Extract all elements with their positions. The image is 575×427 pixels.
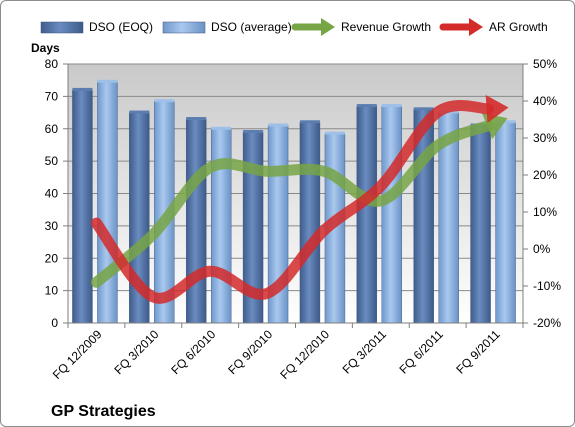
x-tick-label: FQ 3/2011 bbox=[340, 327, 390, 377]
legend-label: AR Growth bbox=[489, 20, 548, 34]
legend: DSO (EOQ) DSO (average) Revenue Growth AR G… bbox=[40, 18, 548, 36]
bar bbox=[495, 122, 516, 324]
growth-lines bbox=[90, 94, 509, 304]
bar bbox=[299, 122, 321, 324]
y2-tick-label: 50% bbox=[533, 57, 557, 71]
legend-label: DSO (average) bbox=[211, 20, 292, 34]
y-tick-label: 20 bbox=[45, 251, 59, 265]
series-line bbox=[90, 119, 495, 288]
y-tick-label: 50 bbox=[45, 154, 59, 168]
bar bbox=[72, 89, 93, 324]
y-tick-label: 60 bbox=[45, 122, 59, 136]
bars bbox=[72, 79, 516, 324]
bar-cap bbox=[413, 107, 434, 111]
bar-cap bbox=[243, 129, 264, 133]
y2-tick-label: 30% bbox=[533, 131, 557, 145]
y-tick-label: 30 bbox=[45, 219, 59, 233]
legend-swatch bbox=[162, 21, 206, 34]
bar-cap bbox=[72, 87, 93, 91]
bar-cap bbox=[324, 131, 345, 135]
bar-cap bbox=[268, 123, 289, 127]
x-tick-label: FQ 6/2010 bbox=[168, 327, 218, 377]
y2-tick-label: -20% bbox=[533, 316, 561, 330]
bar-cap bbox=[299, 120, 320, 124]
y-tick-label: 80 bbox=[45, 57, 59, 71]
y2-tick-label: -10% bbox=[533, 279, 561, 293]
x-tick-label: FQ 12/2009 bbox=[50, 327, 105, 382]
y2-tick-label: 0% bbox=[533, 242, 551, 256]
legend-label: DSO (EOQ) bbox=[89, 20, 153, 34]
x-axis-ticks: FQ 12/2009 FQ 3/2010 FQ 6/2010 FQ 9/2010 FQ … bbox=[50, 327, 503, 382]
bar bbox=[381, 105, 403, 324]
legend-swatch-arrow bbox=[321, 18, 335, 36]
y-axis-title: Days bbox=[31, 41, 60, 55]
bar bbox=[356, 105, 378, 324]
y2-axis-ticks: -20% -10% 0% 10% 20% 30% 40% 50% bbox=[523, 57, 561, 330]
chart-title: GP Strategies bbox=[51, 403, 156, 420]
bar-cap bbox=[186, 117, 207, 121]
bar-cap bbox=[495, 120, 516, 124]
legend-swatch-arrow bbox=[469, 18, 483, 36]
bar-cap bbox=[211, 126, 232, 130]
x-tick-label: FQ 12/2010 bbox=[277, 327, 332, 382]
x-tick-label: FQ 3/2010 bbox=[111, 327, 161, 377]
bar bbox=[185, 118, 207, 324]
bar-cap bbox=[381, 104, 402, 108]
bar-cap bbox=[154, 99, 175, 103]
bar-cap bbox=[356, 104, 377, 108]
series-line bbox=[90, 100, 495, 304]
series-arrowhead bbox=[485, 94, 509, 123]
y-tick-label: 10 bbox=[45, 284, 59, 298]
y-tick-label: 0 bbox=[51, 316, 58, 330]
legend-swatch bbox=[40, 21, 84, 34]
y-tick-label: 70 bbox=[45, 89, 59, 103]
y2-tick-label: 40% bbox=[533, 94, 557, 108]
legend-label: Revenue Growth bbox=[341, 20, 431, 34]
y-axis-ticks: 0 10 20 30 40 50 60 70 80 bbox=[45, 57, 68, 330]
x-tick-label: FQ 9/2011 bbox=[453, 327, 503, 377]
bar bbox=[470, 125, 491, 324]
y-tick-label: 40 bbox=[45, 187, 59, 201]
x-tick-label: FQ 6/2011 bbox=[396, 327, 446, 377]
bar-cap bbox=[129, 110, 150, 114]
x-tick-label: FQ 9/2010 bbox=[225, 327, 275, 377]
y2-tick-label: 10% bbox=[533, 205, 557, 219]
bar-cap bbox=[97, 79, 118, 83]
bar bbox=[97, 81, 118, 324]
bar bbox=[210, 128, 232, 324]
y2-tick-label: 20% bbox=[533, 168, 557, 182]
